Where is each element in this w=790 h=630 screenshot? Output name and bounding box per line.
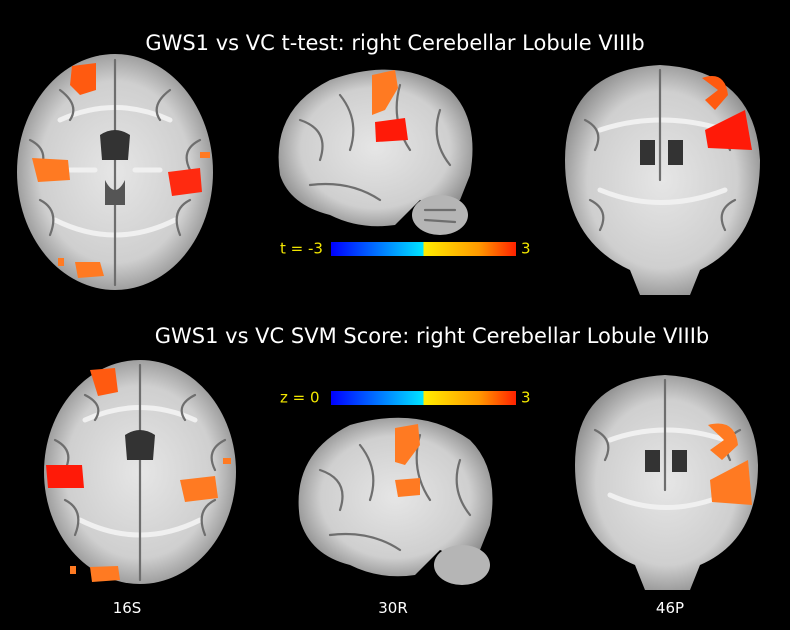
axial-slice: [44, 360, 236, 584]
slice-label: 30R: [378, 599, 408, 617]
sagittal-slice: [278, 69, 473, 235]
panel-title: GWS1 vs VC t-test: right Cerebellar Lobu…: [145, 31, 644, 55]
colorbar: [331, 391, 516, 405]
coronal-slice: [575, 375, 758, 590]
colorbar: [331, 242, 516, 256]
colorbar-min-label: t = -3: [280, 240, 323, 258]
panel-title: GWS1 vs VC SVM Score: right Cerebellar L…: [155, 324, 710, 348]
axial-slice: [17, 54, 213, 290]
sagittal-slice: [298, 417, 493, 585]
coronal-slice: [565, 65, 760, 295]
colorbar-max-label: 3: [521, 389, 531, 407]
slice-label: 16S: [113, 599, 142, 617]
colorbar-max-label: 3: [521, 240, 531, 258]
colorbar-min-label: z = 0: [280, 389, 320, 407]
slice-label: 46P: [656, 599, 684, 617]
